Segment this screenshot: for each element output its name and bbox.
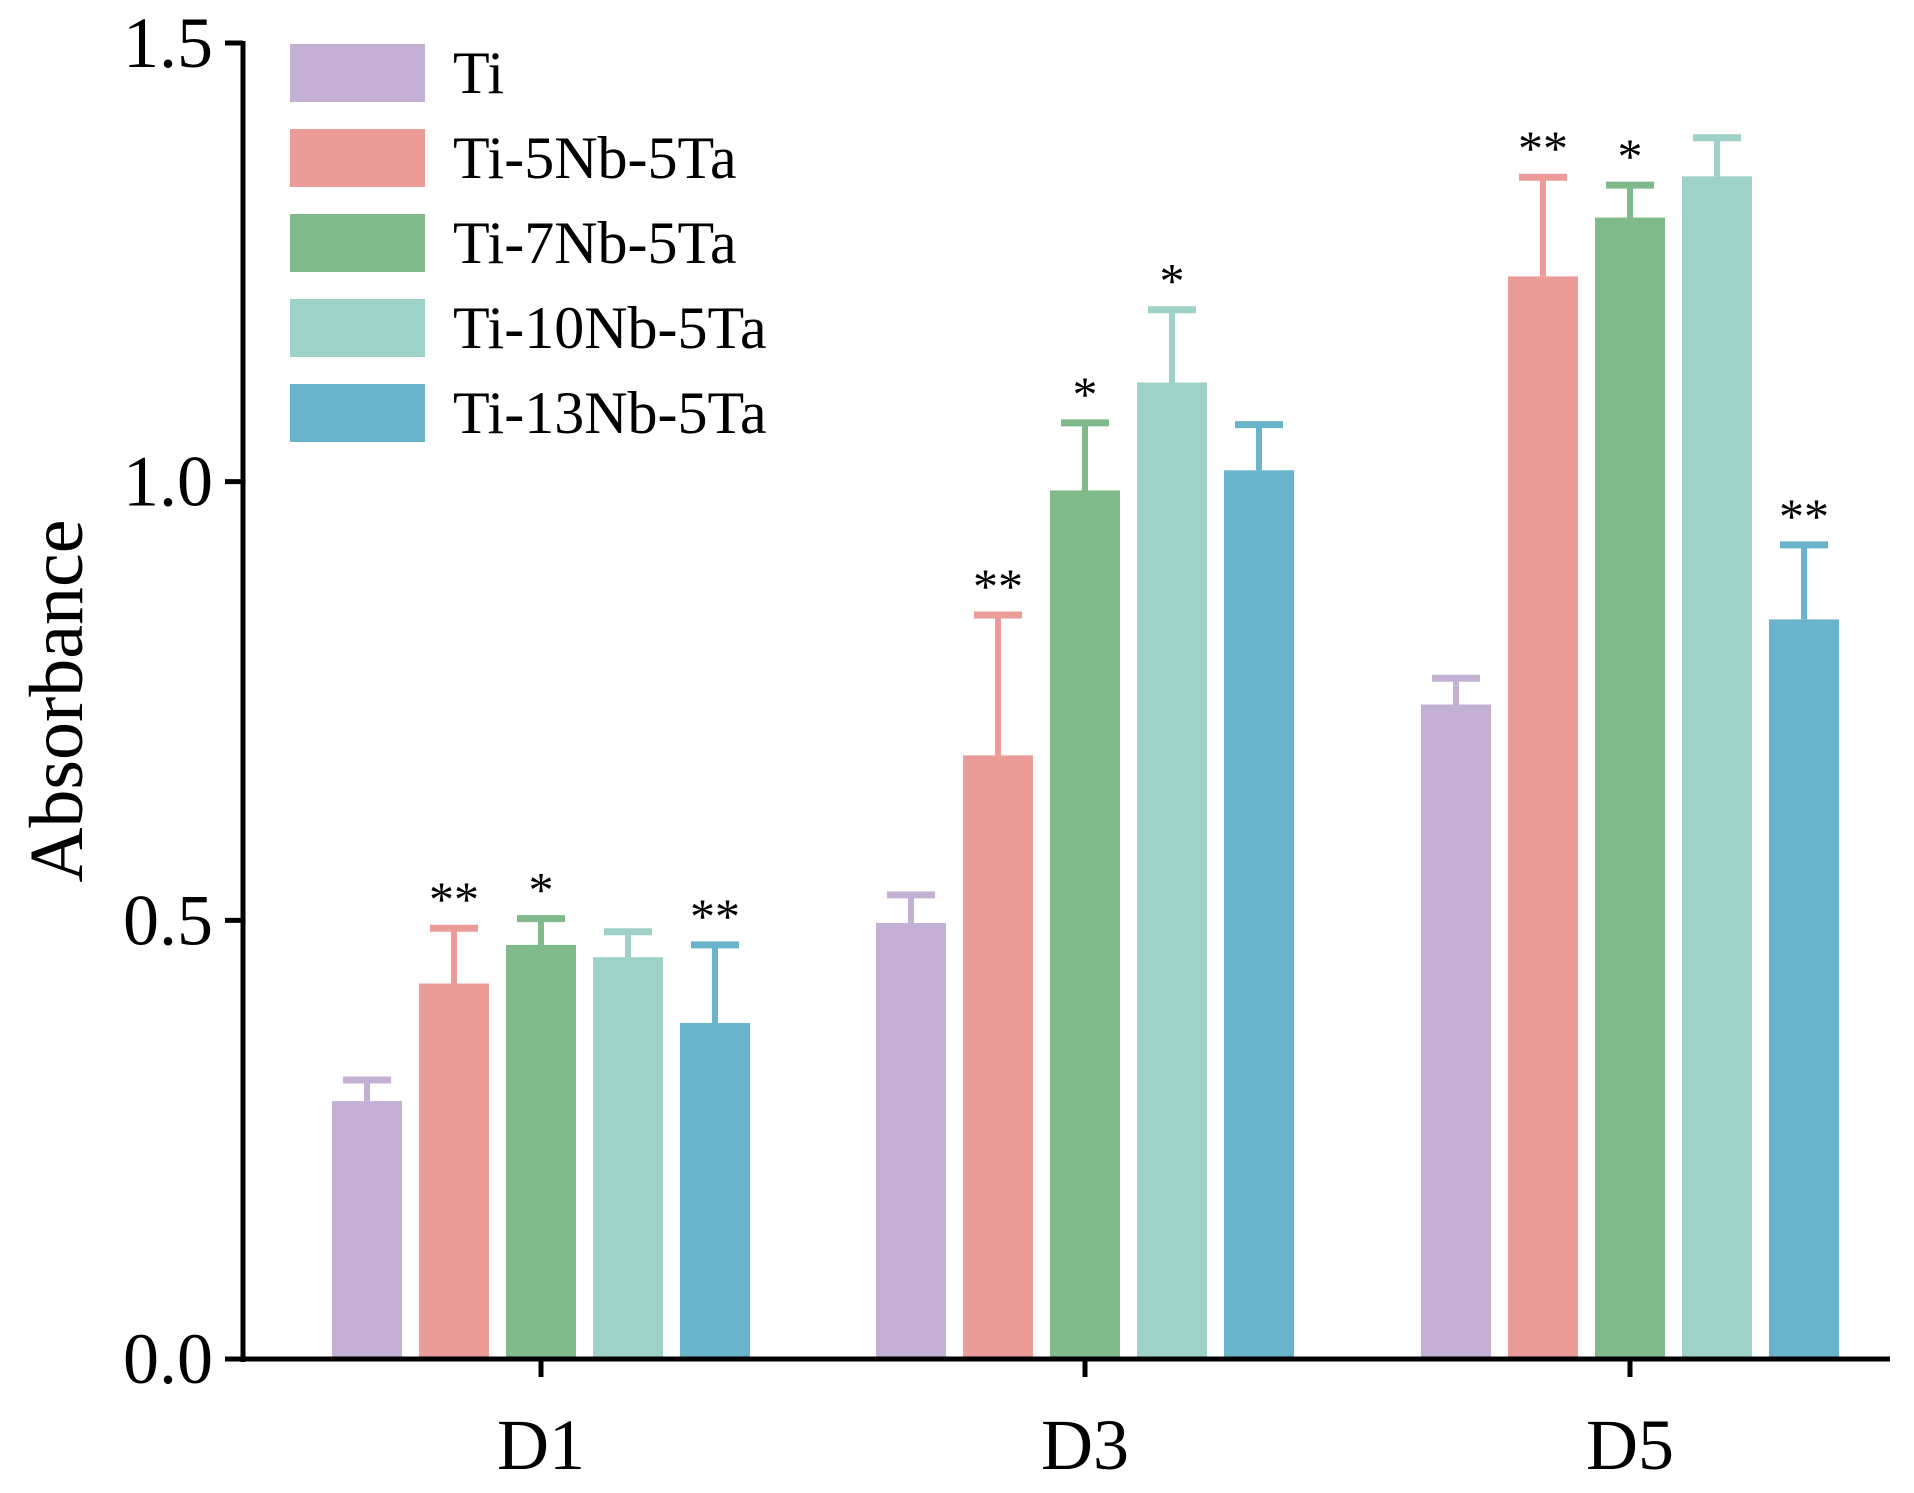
- significance-layer: **************: [429, 120, 1829, 944]
- bar-ti-7nb-5ta-d1: [506, 944, 576, 1359]
- legend-item-ti-13nb-5ta: Ti-13Nb-5Ta: [290, 380, 767, 446]
- y-axis-title: Absorbance: [15, 520, 99, 883]
- error-bar-ti-d1: [343, 1076, 391, 1102]
- y-tick-label: 0.0: [123, 1319, 213, 1399]
- significance-label: **: [973, 558, 1023, 614]
- bar-ti-7nb-5ta-d3: [1050, 490, 1120, 1359]
- significance-label: *: [1073, 366, 1098, 422]
- legend-swatch: [290, 129, 425, 187]
- bars-layer: [332, 176, 1839, 1360]
- legend-swatch: [290, 44, 425, 102]
- error-bar-ti-5nb-5ta-d3: [974, 611, 1022, 756]
- significance-label: **: [1518, 120, 1568, 176]
- bar-ti-13nb-5ta-d3: [1224, 470, 1294, 1359]
- bar-ti-d3: [876, 922, 946, 1359]
- y-tick-label: 0.5: [123, 880, 213, 960]
- error-bars-layer: [343, 134, 1828, 1102]
- error-bar-ti-10nb-5ta-d3: [1148, 306, 1196, 383]
- significance-label: *: [529, 862, 554, 918]
- y-tick-label: 1.5: [123, 3, 213, 83]
- legend-item-ti-5nb-5ta: Ti-5Nb-5Ta: [290, 125, 737, 191]
- y-tick-label: 1.0: [123, 442, 213, 522]
- significance-label: *: [1618, 128, 1643, 184]
- legend-swatch: [290, 299, 425, 357]
- error-bar-ti-7nb-5ta-d3: [1061, 419, 1109, 491]
- bar-ti-10nb-5ta-d3: [1137, 382, 1207, 1359]
- x-tick-label: D5: [1586, 1405, 1674, 1485]
- error-bar-ti-7nb-5ta-d5: [1606, 181, 1654, 218]
- bar-ti-5nb-5ta-d1: [419, 983, 489, 1359]
- significance-label: *: [1160, 253, 1185, 309]
- legend-label: Ti-5Nb-5Ta: [453, 125, 737, 191]
- legend-swatch: [290, 214, 425, 272]
- axes-layer: 0.0 0.5 1.0 1.5 D1 D3 D5 Absorbance: [15, 3, 1890, 1485]
- bar-ti-13nb-5ta-d5: [1769, 619, 1839, 1359]
- legend-label: Ti-7Nb-5Ta: [453, 210, 737, 276]
- legend-label: Ti-13Nb-5Ta: [453, 380, 767, 446]
- legend-label: Ti-10Nb-5Ta: [453, 295, 767, 361]
- error-bar-ti-d3: [887, 891, 935, 923]
- significance-label: **: [1779, 488, 1829, 544]
- bar-ti-d5: [1421, 704, 1491, 1359]
- error-bar-ti-10nb-5ta-d5: [1693, 134, 1741, 177]
- error-bar-ti-13nb-5ta-d3: [1235, 421, 1283, 471]
- significance-label: **: [429, 871, 479, 927]
- bar-ti-13nb-5ta-d1: [680, 1022, 750, 1359]
- error-bar-ti-13nb-5ta-d5: [1780, 541, 1828, 620]
- legend-item-ti: Ti: [290, 40, 504, 106]
- legend: Ti Ti-5Nb-5Ta Ti-7Nb-5Ta Ti-10Nb-5Ta Ti-13Nb…: [290, 40, 767, 446]
- error-bar-ti-13nb-5ta-d1: [691, 941, 739, 1023]
- bar-ti-5nb-5ta-d5: [1508, 276, 1578, 1360]
- error-bar-ti-5nb-5ta-d1: [430, 924, 478, 984]
- bar-ti-10nb-5ta-d5: [1682, 176, 1752, 1360]
- bar-ti-10nb-5ta-d1: [593, 957, 663, 1359]
- error-bar-ti-7nb-5ta-d1: [517, 915, 565, 945]
- bar-ti-7nb-5ta-d5: [1595, 217, 1665, 1359]
- x-tick-label: D1: [497, 1405, 585, 1485]
- legend-item-ti-7nb-5ta: Ti-7Nb-5Ta: [290, 210, 737, 276]
- bar-ti-5nb-5ta-d3: [963, 755, 1033, 1359]
- error-bar-ti-5nb-5ta-d5: [1519, 173, 1567, 277]
- significance-label: **: [690, 888, 740, 944]
- error-bar-ti-d5: [1432, 674, 1480, 705]
- legend-label: Ti: [453, 40, 504, 106]
- x-tick-label: D3: [1041, 1405, 1129, 1485]
- legend-item-ti-10nb-5ta: Ti-10Nb-5Ta: [290, 295, 767, 361]
- bar-ti-d1: [332, 1101, 402, 1359]
- legend-swatch: [290, 384, 425, 442]
- error-bar-ti-10nb-5ta-d1: [604, 928, 652, 958]
